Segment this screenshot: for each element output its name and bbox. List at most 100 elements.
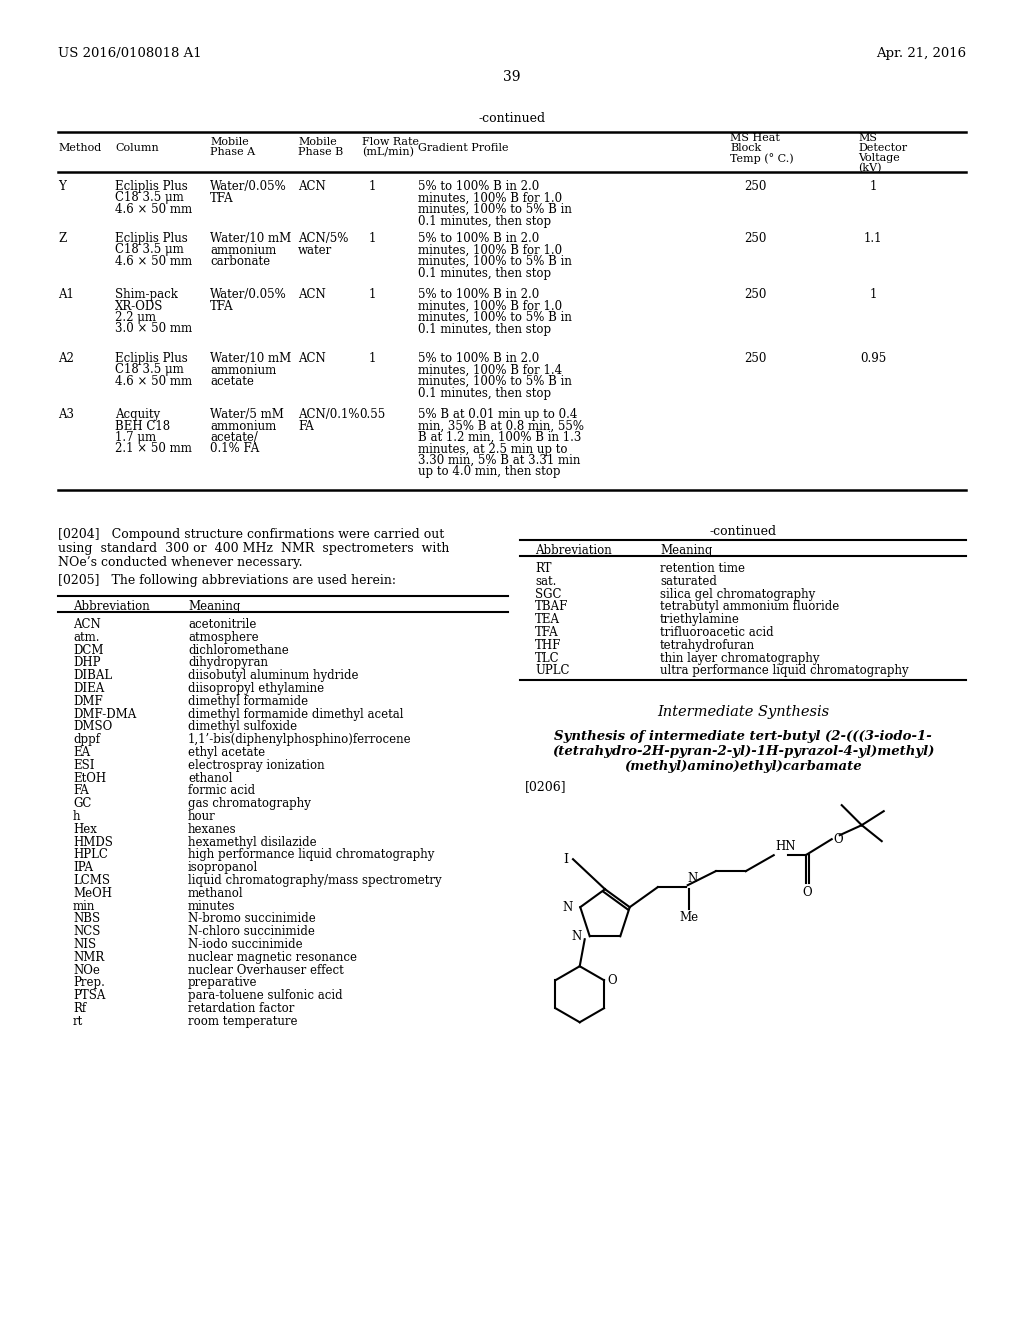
Text: 250: 250 [743, 180, 766, 193]
Text: 1: 1 [369, 232, 376, 246]
Text: 0.1% FA: 0.1% FA [210, 442, 259, 455]
Text: minutes, 100% B for 1.0: minutes, 100% B for 1.0 [418, 243, 562, 256]
Text: 250: 250 [743, 352, 766, 366]
Text: 0.1 minutes, then stop: 0.1 minutes, then stop [418, 267, 551, 280]
Text: 4.6 × 50 mm: 4.6 × 50 mm [115, 255, 193, 268]
Text: GC: GC [73, 797, 91, 810]
Text: tetrahydrofuran: tetrahydrofuran [660, 639, 755, 652]
Text: DCM: DCM [73, 644, 103, 656]
Text: minutes, 100% to 5% B in: minutes, 100% to 5% B in [418, 255, 571, 268]
Text: HN: HN [776, 840, 797, 853]
Text: diisopropyl ethylamine: diisopropyl ethylamine [188, 682, 325, 696]
Text: A1: A1 [58, 288, 74, 301]
Text: Water/10 mM: Water/10 mM [210, 232, 291, 246]
Text: DHP: DHP [73, 656, 100, 669]
Text: 1: 1 [369, 180, 376, 193]
Text: 39: 39 [503, 70, 521, 84]
Text: atmosphere: atmosphere [188, 631, 259, 644]
Text: sat.: sat. [535, 574, 556, 587]
Text: Synthesis of intermediate tert-butyl (2-(((3-iodo-1-: Synthesis of intermediate tert-butyl (2-… [554, 730, 932, 743]
Text: A2: A2 [58, 352, 74, 366]
Text: 3.0 × 50 mm: 3.0 × 50 mm [115, 322, 193, 335]
Text: ultra performance liquid chromatography: ultra performance liquid chromatography [660, 664, 908, 677]
Text: Temp (° C.): Temp (° C.) [730, 153, 794, 164]
Text: I: I [563, 853, 568, 866]
Text: minutes, at 2.5 min up to: minutes, at 2.5 min up to [418, 442, 567, 455]
Text: 2.1 × 50 mm: 2.1 × 50 mm [115, 442, 191, 455]
Text: NOe: NOe [73, 964, 100, 977]
Text: SGC: SGC [535, 587, 561, 601]
Text: MS: MS [858, 133, 877, 143]
Text: minutes, 100% B for 1.0: minutes, 100% B for 1.0 [418, 300, 562, 313]
Text: formic acid: formic acid [188, 784, 255, 797]
Text: hexamethyl disilazide: hexamethyl disilazide [188, 836, 316, 849]
Text: FA: FA [73, 784, 89, 797]
Text: [0204]   Compound structure confirmations were carried out: [0204] Compound structure confirmations … [58, 528, 444, 541]
Text: US 2016/0108018 A1: US 2016/0108018 A1 [58, 48, 202, 59]
Text: dimethyl sulfoxide: dimethyl sulfoxide [188, 721, 297, 734]
Text: Water/0.05%: Water/0.05% [210, 180, 287, 193]
Text: O: O [834, 833, 844, 846]
Text: ACN: ACN [298, 180, 326, 193]
Text: XR-ODS: XR-ODS [115, 300, 164, 313]
Text: Column: Column [115, 143, 159, 153]
Text: Block: Block [730, 143, 761, 153]
Text: Shim-pack: Shim-pack [115, 288, 178, 301]
Text: -continued: -continued [710, 525, 776, 539]
Text: minutes, 100% to 5% B in: minutes, 100% to 5% B in [418, 203, 571, 216]
Text: minutes, 100% B for 1.0: minutes, 100% B for 1.0 [418, 191, 562, 205]
Text: 4.6 × 50 mm: 4.6 × 50 mm [115, 203, 193, 216]
Text: using  standard  300 or  400 MHz  NMR  spectrometers  with: using standard 300 or 400 MHz NMR spectr… [58, 543, 450, 554]
Text: Detector: Detector [858, 143, 907, 153]
Text: DMF: DMF [73, 694, 102, 708]
Text: Phase B: Phase B [298, 147, 343, 157]
Text: acetate: acetate [210, 375, 254, 388]
Text: minutes: minutes [188, 900, 236, 912]
Text: diisobutyl aluminum hydride: diisobutyl aluminum hydride [188, 669, 358, 682]
Text: NMR: NMR [73, 950, 104, 964]
Text: A3: A3 [58, 408, 74, 421]
Text: nuclear magnetic resonance: nuclear magnetic resonance [188, 950, 357, 964]
Text: N-chloro succinimide: N-chloro succinimide [188, 925, 314, 939]
Text: ACN/5%: ACN/5% [298, 232, 348, 246]
Text: Flow Rate: Flow Rate [362, 137, 419, 147]
Text: 1: 1 [369, 352, 376, 366]
Text: 1: 1 [869, 180, 877, 193]
Text: N-bromo succinimide: N-bromo succinimide [188, 912, 315, 925]
Text: retention time: retention time [660, 562, 745, 576]
Text: PTSA: PTSA [73, 989, 105, 1002]
Text: tetrabutyl ammonium fluoride: tetrabutyl ammonium fluoride [660, 601, 840, 614]
Text: 1: 1 [369, 288, 376, 301]
Text: NBS: NBS [73, 912, 100, 925]
Text: minutes, 100% B for 1.4: minutes, 100% B for 1.4 [418, 363, 562, 376]
Text: Abbreviation: Abbreviation [73, 601, 150, 612]
Text: Abbreviation: Abbreviation [535, 544, 611, 557]
Text: THF: THF [535, 639, 561, 652]
Text: minutes, 100% to 5% B in: minutes, 100% to 5% B in [418, 375, 571, 388]
Text: Me: Me [679, 911, 698, 924]
Text: electrospray ionization: electrospray ionization [188, 759, 325, 772]
Text: methanol: methanol [188, 887, 244, 900]
Text: 1.7 μm: 1.7 μm [115, 432, 156, 444]
Text: Y: Y [58, 180, 66, 193]
Text: N: N [688, 873, 698, 886]
Text: minutes, 100% to 5% B in: minutes, 100% to 5% B in [418, 312, 571, 323]
Text: preparative: preparative [188, 977, 257, 990]
Text: (mL/min): (mL/min) [362, 147, 414, 157]
Text: O: O [607, 974, 616, 987]
Text: IPA: IPA [73, 861, 93, 874]
Text: UPLC: UPLC [535, 664, 569, 677]
Text: N-iodo succinimide: N-iodo succinimide [188, 939, 303, 950]
Text: 0.95: 0.95 [860, 352, 886, 366]
Text: rt: rt [73, 1015, 83, 1028]
Text: TBAF: TBAF [535, 601, 568, 614]
Text: 4.6 × 50 mm: 4.6 × 50 mm [115, 375, 193, 388]
Text: isopropanol: isopropanol [188, 861, 258, 874]
Text: 0.1 minutes, then stop: 0.1 minutes, then stop [418, 214, 551, 227]
Text: TEA: TEA [535, 614, 560, 626]
Text: HMDS: HMDS [73, 836, 113, 849]
Text: nuclear Overhauser effect: nuclear Overhauser effect [188, 964, 344, 977]
Text: Meaning: Meaning [660, 544, 713, 557]
Text: retardation factor: retardation factor [188, 1002, 294, 1015]
Text: hour: hour [188, 810, 216, 822]
